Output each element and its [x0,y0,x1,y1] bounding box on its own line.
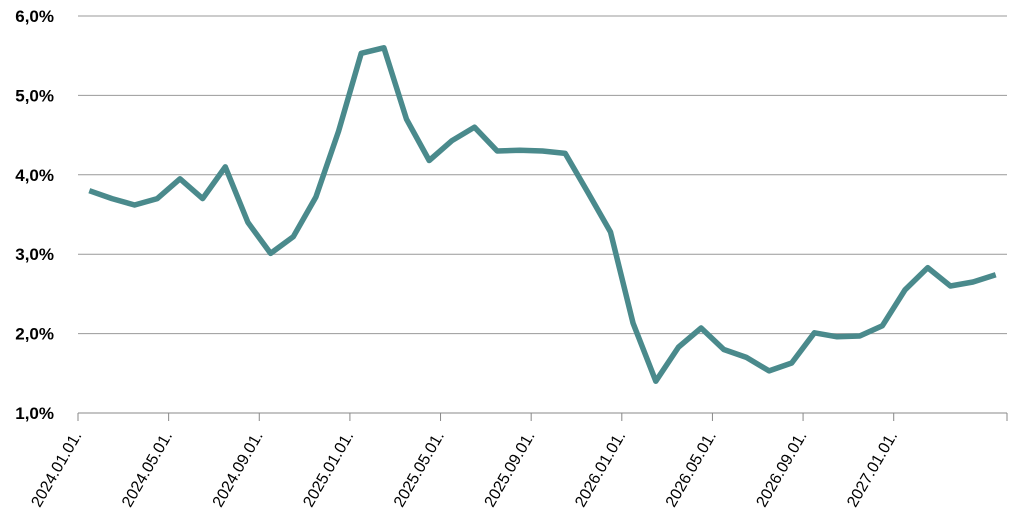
y-tick-label: 4,0% [15,166,54,185]
x-tick-label: 2024.09.01. [210,429,267,511]
y-tick-label: 3,0% [15,245,54,264]
x-tick-label: 2024.05.01. [119,429,176,511]
data-line [88,45,997,384]
x-tick-label: 2025.01.01. [300,429,357,511]
x-tick-label: 2024.01.01. [28,429,85,511]
x-tick-label: 2026.09.01. [754,429,811,511]
x-tick-label: 2025.05.01. [391,429,448,511]
x-tick-label: 2025.09.01. [482,429,539,511]
y-tick-label: 2,0% [15,325,54,344]
x-tick-label: 2026.05.01. [663,429,720,511]
x-tick-label: 2027.01.01. [844,429,901,511]
x-tick-label: 2026.01.01. [572,429,629,511]
y-tick-label: 6,0% [15,7,54,26]
y-tick-label: 5,0% [15,86,54,105]
y-tick-label: 1,0% [15,404,54,423]
